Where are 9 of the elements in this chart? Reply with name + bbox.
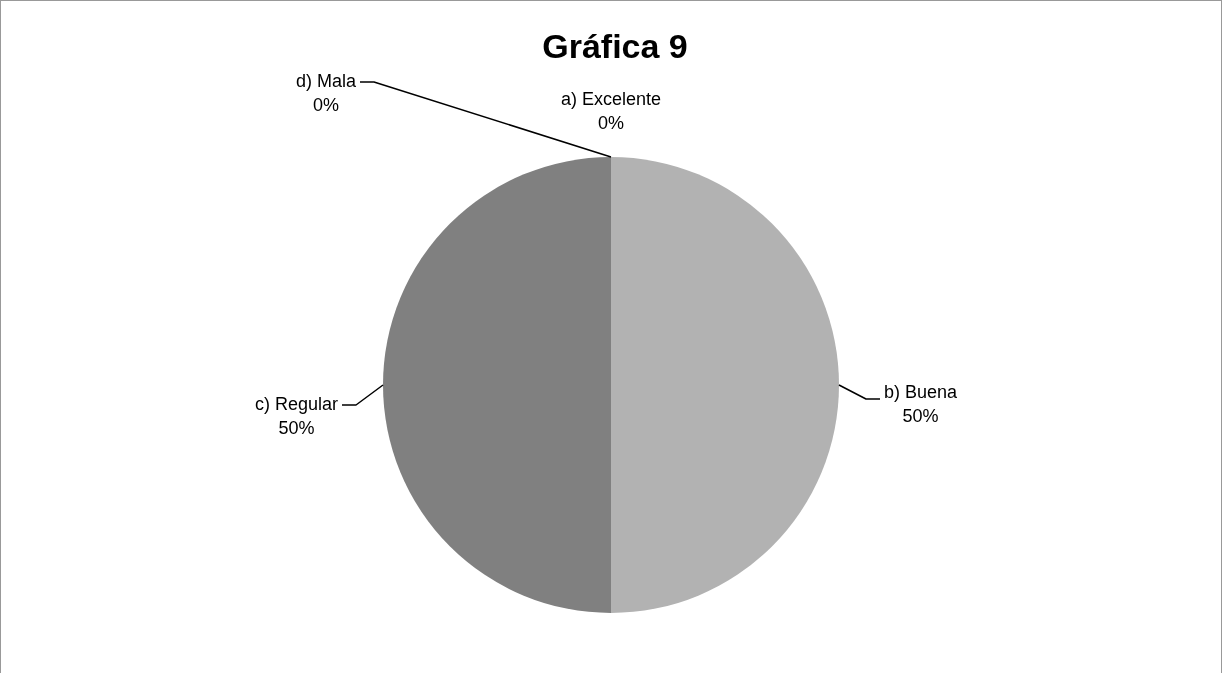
chart-title: Gráfica 9 <box>542 27 688 66</box>
slice-label: c) Regular <box>254 393 338 414</box>
data-label: 50% <box>278 417 315 438</box>
slice-label: b) Buena <box>884 381 959 402</box>
category-label: d) Mala <box>295 70 356 91</box>
data-label: 50% <box>902 405 939 426</box>
text: 0% <box>312 94 339 115</box>
text: 0% <box>597 112 625 133</box>
category-label: a) Excelente <box>560 88 662 109</box>
